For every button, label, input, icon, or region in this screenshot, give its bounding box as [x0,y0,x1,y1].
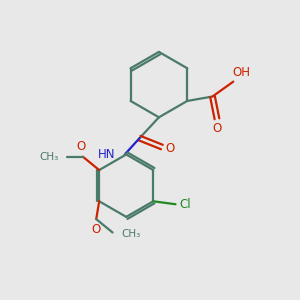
Text: HN: HN [98,148,115,161]
Text: CH₃: CH₃ [40,152,59,162]
Text: OH: OH [232,66,250,79]
Text: O: O [92,223,101,236]
Text: Cl: Cl [179,198,191,211]
Text: O: O [212,122,222,135]
Text: CH₃: CH₃ [122,229,141,239]
Text: O: O [166,142,175,155]
Text: O: O [77,140,86,153]
